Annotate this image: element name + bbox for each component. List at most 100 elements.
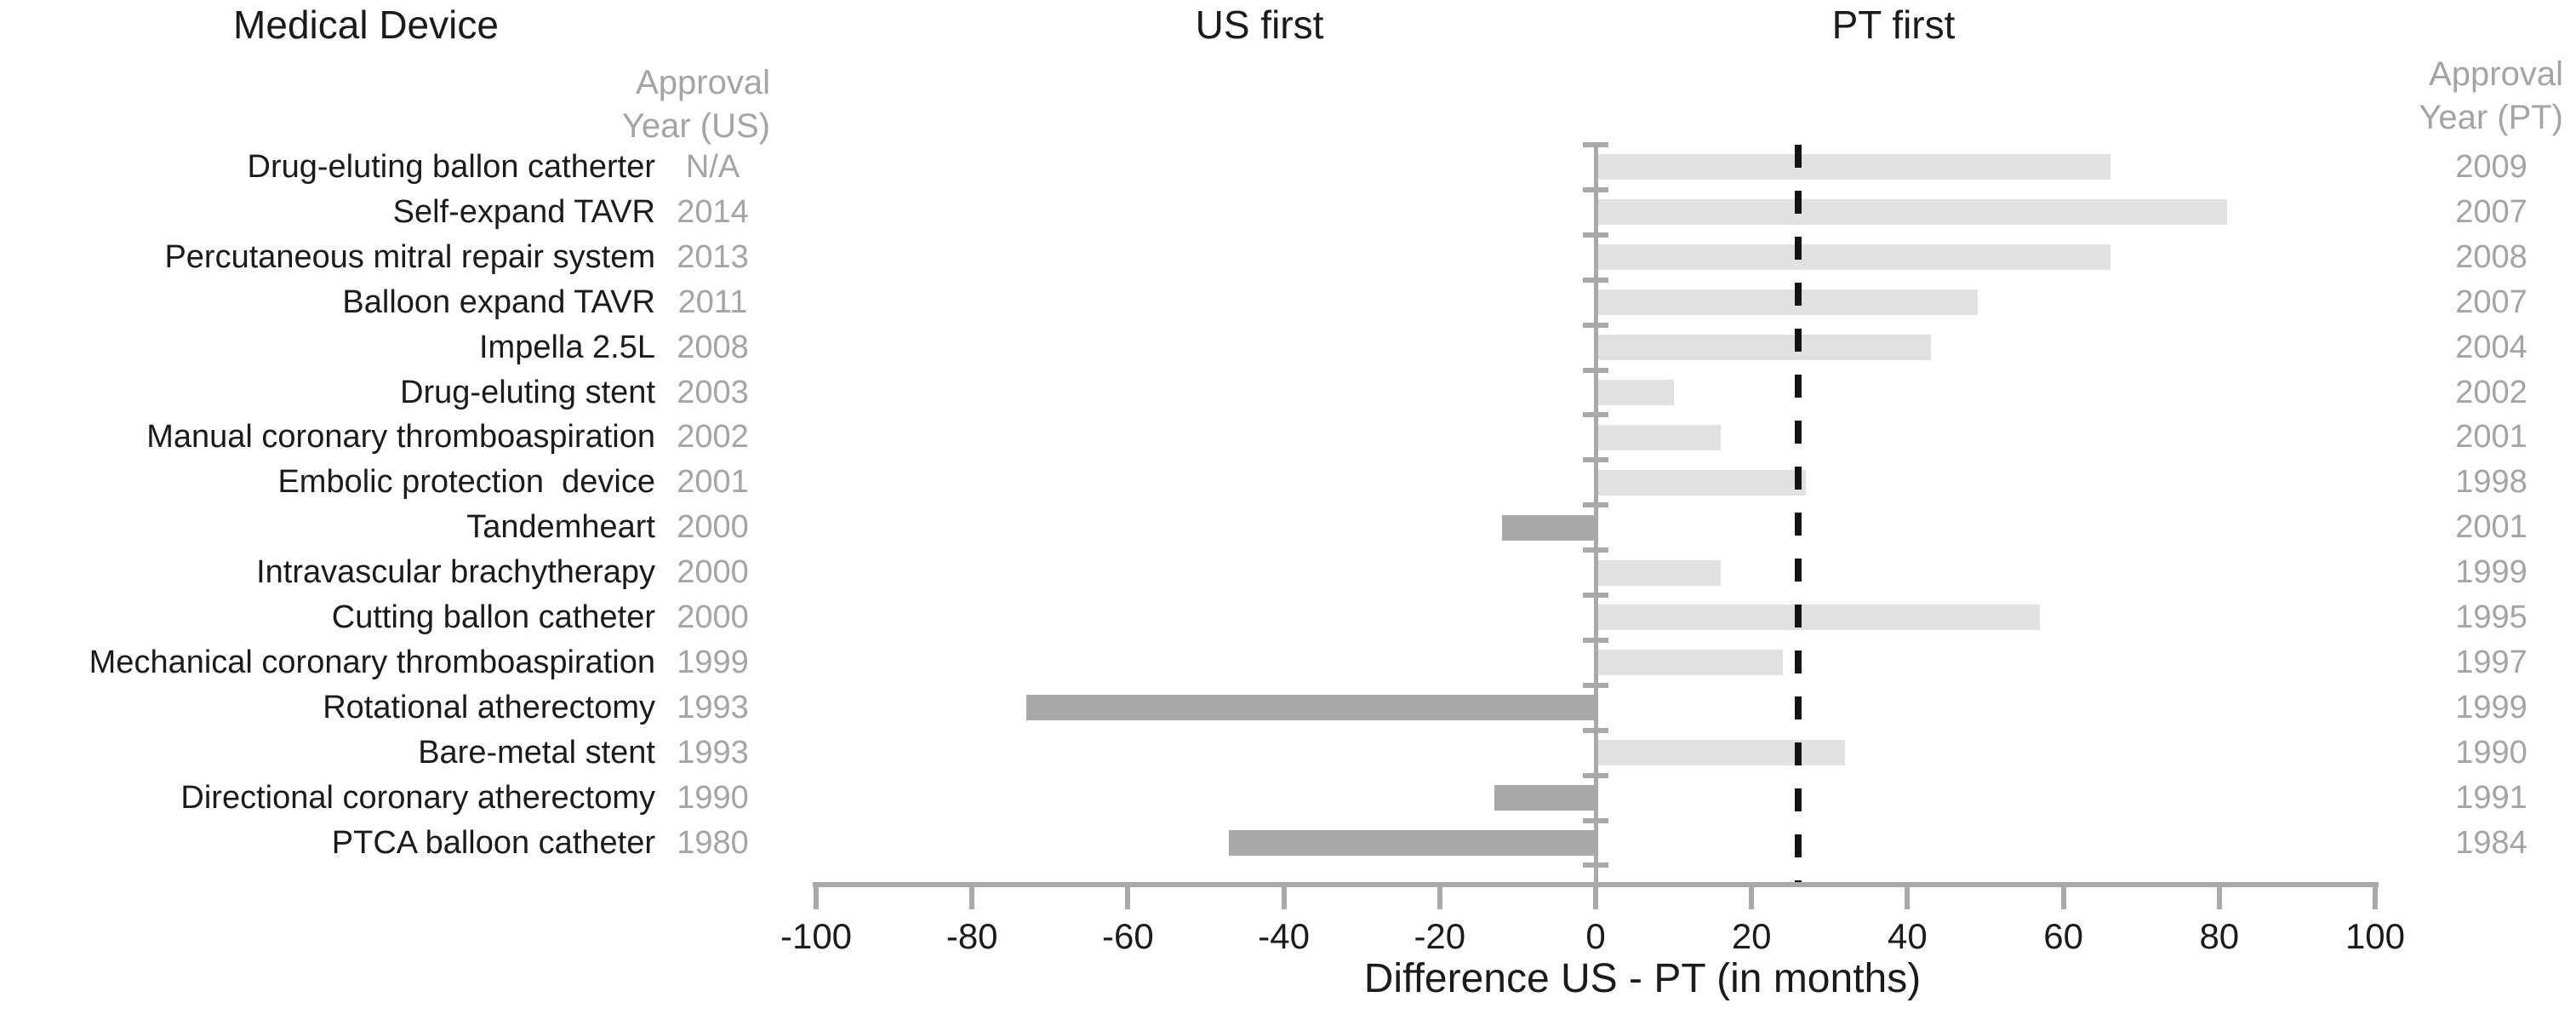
pt-approval-year: 1995 (2455, 599, 2527, 635)
x-axis-title: Difference US - PT (in months) (1363, 956, 1922, 1001)
x-axis-tick-label: -20 (1414, 916, 1466, 956)
pt-approval-year: 1991 (2455, 779, 2527, 816)
pt-approval-year: 1999 (2455, 689, 2527, 725)
us-approval-year: 2002 (677, 419, 749, 456)
device-label: Drug-eluting ballon catherter (247, 149, 656, 185)
zero-baseline-tick (1583, 593, 1608, 598)
bar-pt-first (1596, 154, 2110, 181)
zero-baseline-tick (1583, 727, 1608, 733)
device-label: Impella 2.5L (478, 329, 655, 365)
x-axis-tick (2060, 887, 2066, 909)
us-approval-year: 1980 (677, 824, 749, 861)
bar-us-first (1026, 695, 1596, 721)
bar-pt-first (1596, 650, 1783, 676)
bar-pt-first (1596, 199, 2227, 226)
device-label: Mechanical coronary thromboaspiration (89, 644, 655, 680)
x-axis-tick-label: -100 (780, 916, 853, 956)
x-axis-tick (1437, 887, 1442, 909)
bar-pt-first (1596, 335, 1931, 361)
x-axis-tick-label: -60 (1102, 916, 1154, 956)
zero-baseline-tick (1583, 367, 1608, 373)
x-axis-tick (969, 887, 975, 909)
pt-approval-year: 2009 (2455, 149, 2527, 185)
device-label: Balloon expand TAVR (342, 284, 655, 320)
zero-baseline-tick (1583, 142, 1608, 147)
bar-us-first (1229, 829, 1596, 856)
pt-approval-year: 2007 (2455, 284, 2527, 320)
x-axis-tick-label: 20 (1731, 916, 1772, 956)
device-label: Percutaneous mitral repair system (164, 238, 655, 275)
bar-us-first (1494, 785, 1596, 811)
zero-baseline-tick (1583, 277, 1608, 283)
pt-year-column-title: Approval Year (PT) (2419, 55, 2563, 137)
zero-baseline-tick (1583, 457, 1608, 463)
x-axis-tick-label: 80 (2199, 916, 2240, 956)
bar-pt-first (1596, 605, 2041, 631)
us-approval-year: 1999 (677, 644, 749, 680)
pt-approval-year: 1990 (2455, 734, 2527, 771)
pt-first-header: PT first (1831, 3, 1956, 47)
bar-pt-first (1596, 469, 1807, 496)
zero-baseline-tick (1583, 547, 1608, 553)
us-approval-year: 2013 (677, 238, 749, 275)
pt-approval-year: 1984 (2455, 824, 2527, 861)
x-axis-tick (1749, 887, 1755, 909)
x-axis-tick (2216, 887, 2222, 909)
bar-pt-first (1596, 379, 1674, 405)
pt-approval-year: 2008 (2455, 238, 2527, 275)
us-approval-year: 2011 (677, 284, 748, 320)
device-label: Directional coronary atherectomy (180, 779, 655, 816)
zero-baseline-tick (1583, 772, 1608, 778)
bar-pt-first (1596, 424, 1721, 450)
pt-approval-year: 2004 (2455, 329, 2527, 365)
bar-pt-first (1596, 740, 1846, 766)
us-approval-year: 2003 (677, 374, 749, 410)
us-approval-year: 2001 (677, 464, 749, 501)
pt-approval-year: 2001 (2455, 509, 2527, 546)
device-label: Manual coronary thromboaspiration (146, 419, 655, 456)
pt-approval-year: 1998 (2455, 464, 2527, 501)
device-label: Drug-eluting stent (400, 374, 655, 410)
us-year-column-title: Approval Year (US) (621, 64, 770, 146)
zero-baseline-tick (1583, 502, 1608, 508)
us-approval-year: 2000 (677, 509, 749, 546)
zero-baseline-tick (1583, 412, 1608, 418)
zero-baseline-tick (1583, 232, 1608, 238)
x-axis-tick-label: 60 (2043, 916, 2083, 956)
us-approval-year: 1993 (677, 734, 749, 771)
x-axis-tick (1593, 887, 1598, 909)
x-axis-tick-label: -40 (1258, 916, 1310, 956)
us-approval-year: 1993 (677, 689, 749, 725)
zero-baseline-tick (1583, 322, 1608, 328)
zero-baseline-tick (1583, 186, 1608, 192)
pt-approval-year: 2002 (2455, 374, 2527, 410)
pt-approval-year: 2007 (2455, 193, 2527, 230)
us-approval-year: N/A (685, 149, 740, 185)
us-approval-year: 1990 (677, 779, 749, 816)
x-axis-tick-label: 100 (2345, 916, 2406, 956)
pt-approval-year: 1997 (2455, 644, 2527, 680)
us-approval-year: 2000 (677, 599, 749, 635)
bar-pt-first (1596, 244, 2110, 271)
x-axis-tick (1905, 887, 1911, 909)
x-axis-tick (1125, 887, 1131, 909)
us-approval-year: 2014 (677, 193, 749, 230)
x-axis-tick (2373, 887, 2378, 909)
pt-approval-year: 2001 (2455, 419, 2527, 456)
device-label: Tandemheart (466, 509, 655, 546)
x-axis-tick-label: -80 (945, 916, 998, 956)
x-axis-line (813, 882, 2379, 887)
bar-us-first (1502, 514, 1596, 541)
device-label: Bare-metal stent (418, 734, 655, 771)
dashed-reference-line (1795, 145, 1802, 882)
x-axis-tick (1281, 887, 1287, 909)
x-axis-tick-label: 40 (1888, 916, 1928, 956)
device-label: Self-expand TAVR (392, 193, 655, 230)
zero-baseline-tick (1583, 637, 1608, 643)
us-approval-year: 2000 (677, 554, 749, 591)
x-axis-tick-label: 0 (1585, 916, 1606, 956)
zero-baseline-tick (1583, 817, 1608, 823)
device-label: Intravascular brachytherapy (256, 554, 655, 591)
bar-pt-first (1596, 559, 1721, 586)
